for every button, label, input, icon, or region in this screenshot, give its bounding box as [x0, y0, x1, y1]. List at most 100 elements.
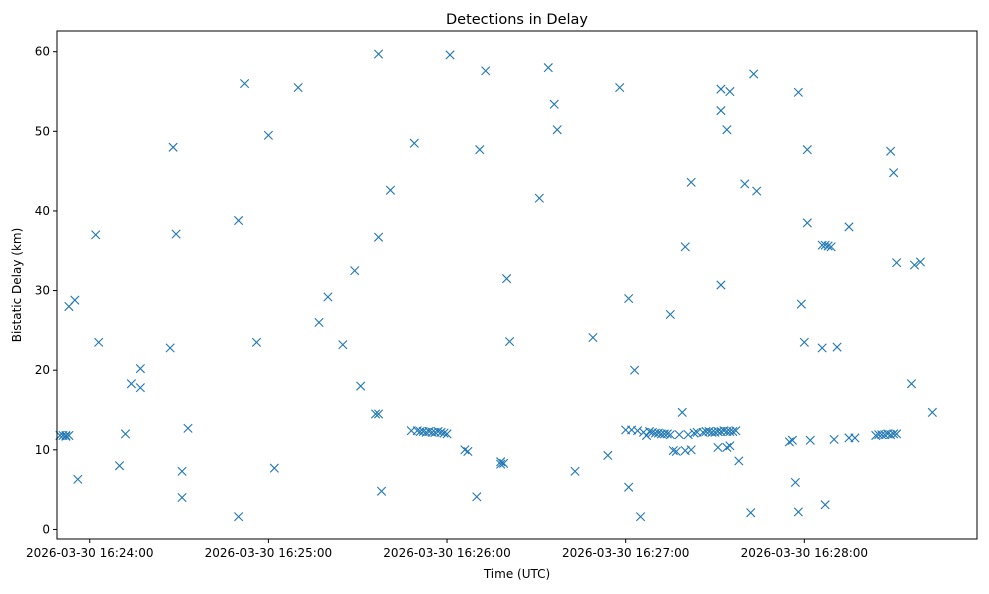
- data-point: [624, 293, 634, 304]
- data-point: [126, 379, 137, 389]
- data-point: [496, 457, 506, 467]
- data-point: [716, 106, 726, 116]
- y-tick-label: 30: [35, 284, 50, 298]
- data-point: [314, 317, 324, 328]
- data-point: [689, 428, 699, 438]
- data-point: [632, 426, 643, 436]
- data-point: [475, 145, 485, 155]
- plot-area: [55, 49, 937, 522]
- data-point: [373, 409, 384, 419]
- data-point: [61, 431, 71, 441]
- data-point: [445, 50, 455, 60]
- data-point: [784, 437, 795, 447]
- data-point: [234, 215, 244, 226]
- y-tick-label: 10: [35, 443, 50, 457]
- data-point: [722, 125, 732, 135]
- data-point: [350, 266, 360, 276]
- data-point: [829, 434, 839, 445]
- data-point: [716, 280, 726, 290]
- data-point: [603, 450, 613, 460]
- data-point: [120, 429, 131, 439]
- data-point: [135, 383, 145, 393]
- data-point: [370, 409, 381, 419]
- data-point: [889, 429, 899, 439]
- data-point: [892, 258, 902, 268]
- data-point: [826, 242, 836, 252]
- data-point: [239, 78, 250, 89]
- data-point: [251, 337, 262, 347]
- plot-frame: [56, 30, 978, 540]
- data-point: [460, 445, 470, 455]
- data-point: [135, 364, 145, 374]
- data-point: [817, 343, 827, 353]
- data-point: [94, 337, 104, 347]
- data-point: [409, 138, 419, 148]
- data-point: [749, 69, 759, 79]
- x-tick-label: 2026-03-30 16:26:00: [383, 546, 510, 560]
- data-point: [615, 82, 625, 93]
- data-point: [481, 66, 491, 76]
- data-point: [534, 193, 544, 203]
- data-point: [552, 125, 562, 135]
- data-point: [725, 86, 735, 97]
- data-point: [796, 299, 806, 309]
- data-point: [716, 84, 726, 94]
- data-point: [373, 232, 384, 242]
- data-point: [570, 466, 580, 476]
- data-point: [909, 260, 920, 270]
- data-point: [177, 493, 187, 503]
- data-point: [722, 442, 732, 453]
- data-point: [168, 142, 178, 152]
- data-point: [165, 343, 175, 353]
- data-point: [504, 336, 515, 347]
- data-point: [630, 365, 640, 375]
- data-point: [802, 218, 812, 228]
- data-point: [385, 185, 396, 195]
- data-point: [263, 130, 273, 140]
- data-point: [823, 241, 833, 251]
- data-point: [832, 342, 842, 352]
- data-point: [677, 407, 687, 417]
- data-point: [635, 512, 646, 522]
- x-axis-label: Time (UTC): [483, 567, 550, 581]
- data-point: [915, 257, 926, 267]
- data-point: [624, 482, 634, 492]
- data-point: [234, 512, 244, 522]
- data-point: [889, 168, 899, 178]
- data-point: [787, 435, 797, 445]
- y-tick-label: 0: [42, 522, 50, 536]
- data-point: [906, 379, 917, 389]
- data-point: [790, 477, 800, 488]
- data-point: [668, 446, 678, 456]
- data-point: [496, 459, 506, 469]
- data-point: [463, 446, 473, 457]
- data-point: [433, 426, 443, 437]
- data-point: [373, 49, 384, 59]
- data-point: [734, 456, 744, 466]
- data-point: [183, 423, 193, 433]
- data-point: [799, 337, 809, 347]
- x-tick-label: 2026-03-30 16:24:00: [26, 546, 153, 560]
- data-point: [356, 381, 366, 391]
- data-point: [805, 435, 815, 445]
- y-axis-label: Bistatic Delay (km): [10, 228, 24, 343]
- y-axis: 0 10 20 30 40 50 60: [35, 45, 57, 536]
- data-point: [439, 428, 449, 438]
- x-tick-label: 2026-03-30 16:28:00: [741, 546, 868, 560]
- x-tick-label: 2026-03-30 16:27:00: [562, 546, 689, 560]
- data-point: [442, 429, 452, 439]
- data-point: [644, 426, 655, 437]
- chart-title: Detections in Delay: [446, 12, 588, 28]
- data-point: [269, 463, 279, 473]
- data-point: [662, 429, 672, 439]
- data-point: [752, 186, 762, 196]
- y-tick-label: 60: [35, 45, 50, 59]
- data-point: [61, 430, 71, 441]
- data-point: [293, 82, 303, 93]
- data-point: [671, 446, 681, 457]
- data-point: [683, 430, 693, 440]
- data-point: [338, 340, 348, 350]
